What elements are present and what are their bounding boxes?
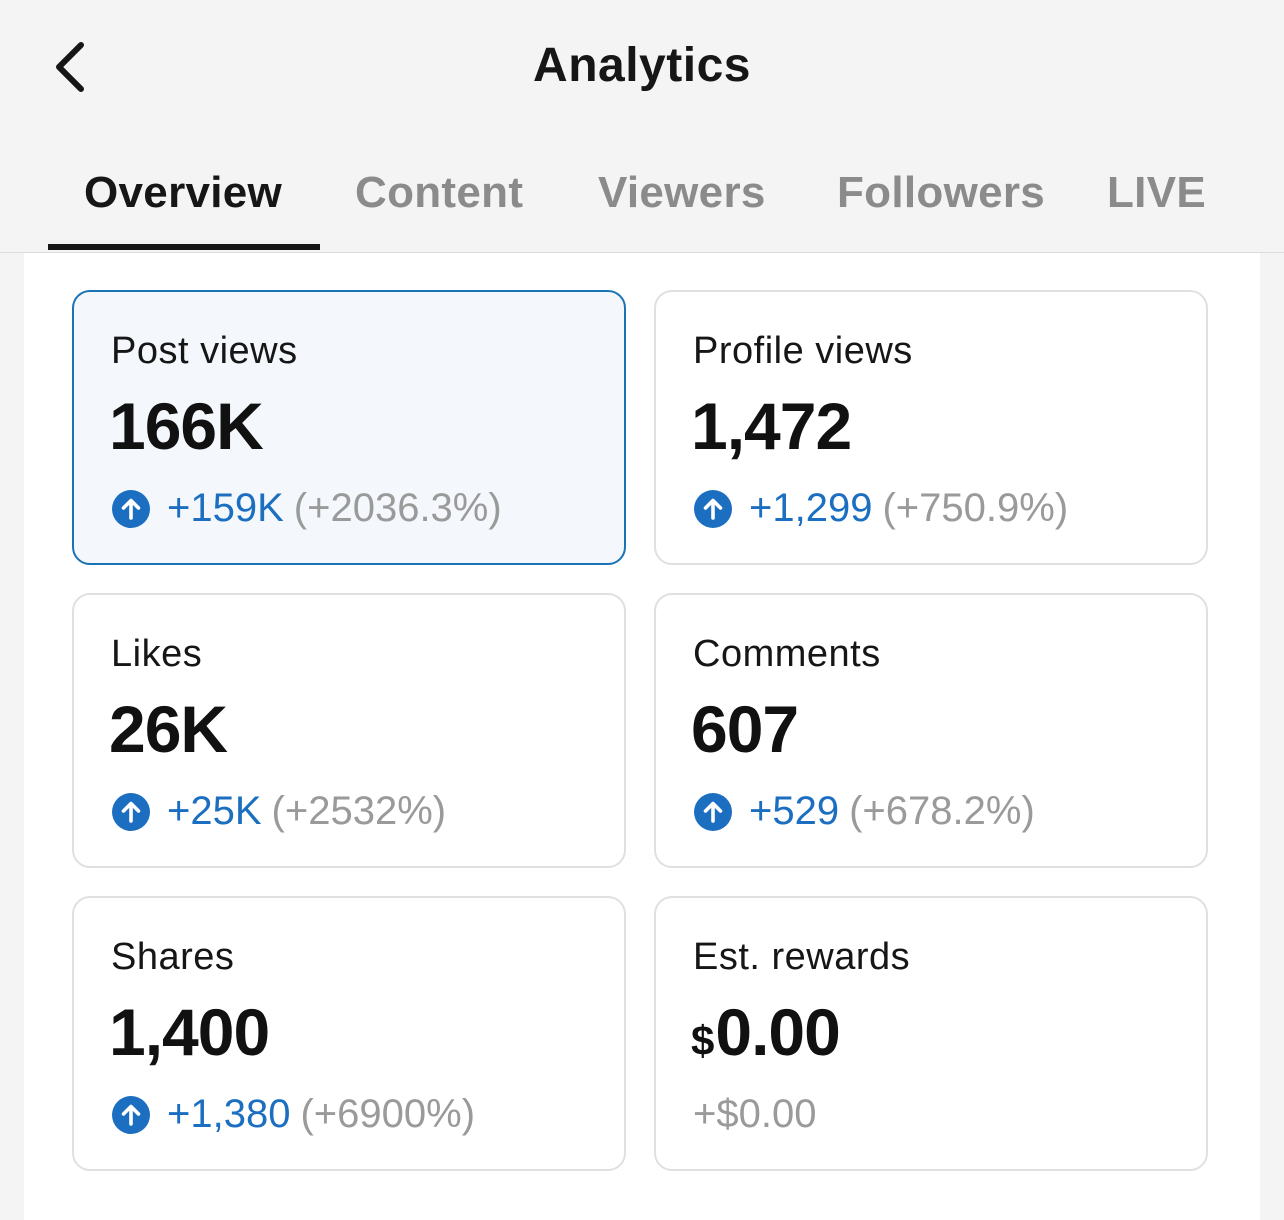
metric-label: Shares [111, 936, 235, 978]
tab-viewers[interactable]: Viewers [598, 168, 766, 217]
header-bar: Analytics [0, 0, 1284, 130]
metric-delta: +1,299 [749, 486, 873, 530]
metric-percent: (+2532%) [271, 789, 447, 833]
metric-label: Profile views [693, 330, 913, 372]
metric-change: +1,299 (+750.9%) [693, 486, 1068, 531]
back-button[interactable] [36, 30, 106, 104]
metric-value: 26K [109, 692, 228, 766]
metric-percent: (+750.9%) [882, 486, 1069, 530]
metric-card-post-views[interactable]: Post views 166K +159K (+2036.3%) [72, 290, 626, 565]
metric-card-likes[interactable]: Likes 26K +25K (+2532%) [72, 593, 626, 868]
tab-live[interactable]: LIVE [1107, 168, 1206, 217]
metric-label: Post views [111, 330, 298, 372]
active-tab-indicator [48, 244, 320, 250]
tab-bar: Overview Content Viewers Followers LIVE [0, 140, 1284, 253]
arrow-up-circle-icon [112, 489, 150, 528]
arrow-up-circle-icon [112, 792, 150, 831]
metric-percent: (+678.2%) [849, 789, 1035, 833]
metric-delta: +1,380 [167, 1092, 291, 1136]
metric-value: 166K [109, 389, 264, 463]
metric-value: 1,472 [691, 389, 852, 463]
metric-value: 1,400 [109, 995, 270, 1069]
metric-card-profile-views[interactable]: Profile views 1,472 +1,299 (+750.9%) [654, 290, 1208, 565]
metric-value: $0.00 [691, 994, 841, 1070]
arrow-up-circle-icon [694, 792, 732, 831]
metric-change: +1,380 (+6900%) [111, 1092, 475, 1137]
chevron-left-icon [56, 42, 84, 92]
metric-label: Est. rewards [693, 936, 911, 978]
metric-change: +529 (+678.2%) [693, 789, 1035, 834]
metric-card-est-rewards[interactable]: Est. rewards $0.00 +$0.00 [654, 896, 1208, 1171]
arrow-up-circle-icon [694, 489, 732, 528]
page-title: Analytics [533, 39, 751, 92]
metric-card-comments[interactable]: Comments 607 +529 (+678.2%) [654, 593, 1208, 868]
metric-label: Likes [111, 633, 203, 675]
currency-symbol: $ [691, 1017, 714, 1064]
metric-change: +25K (+2532%) [111, 789, 446, 834]
metrics-panel: Post views 166K +159K (+2036.3%) Profile… [24, 253, 1260, 1220]
metric-percent: (+2036.3%) [293, 486, 502, 530]
metric-label: Comments [693, 633, 881, 675]
arrow-up-circle-icon [112, 1095, 150, 1134]
metric-delta: +25K [167, 789, 262, 833]
tab-overview[interactable]: Overview [84, 168, 283, 217]
metric-percent: (+6900%) [300, 1092, 476, 1136]
tab-content[interactable]: Content [355, 168, 524, 217]
metric-card-shares[interactable]: Shares 1,400 +1,380 (+6900%) [72, 896, 626, 1171]
metric-delta: +529 [749, 789, 840, 833]
metric-change: +159K (+2036.3%) [111, 486, 502, 531]
metric-delta: +$0.00 [693, 1092, 817, 1136]
metric-delta: +159K [167, 486, 284, 530]
metric-value: 607 [691, 692, 799, 766]
tab-followers[interactable]: Followers [837, 168, 1046, 217]
metric-change: +$0.00 [693, 1092, 816, 1137]
metric-amount: 0.00 [715, 995, 840, 1069]
